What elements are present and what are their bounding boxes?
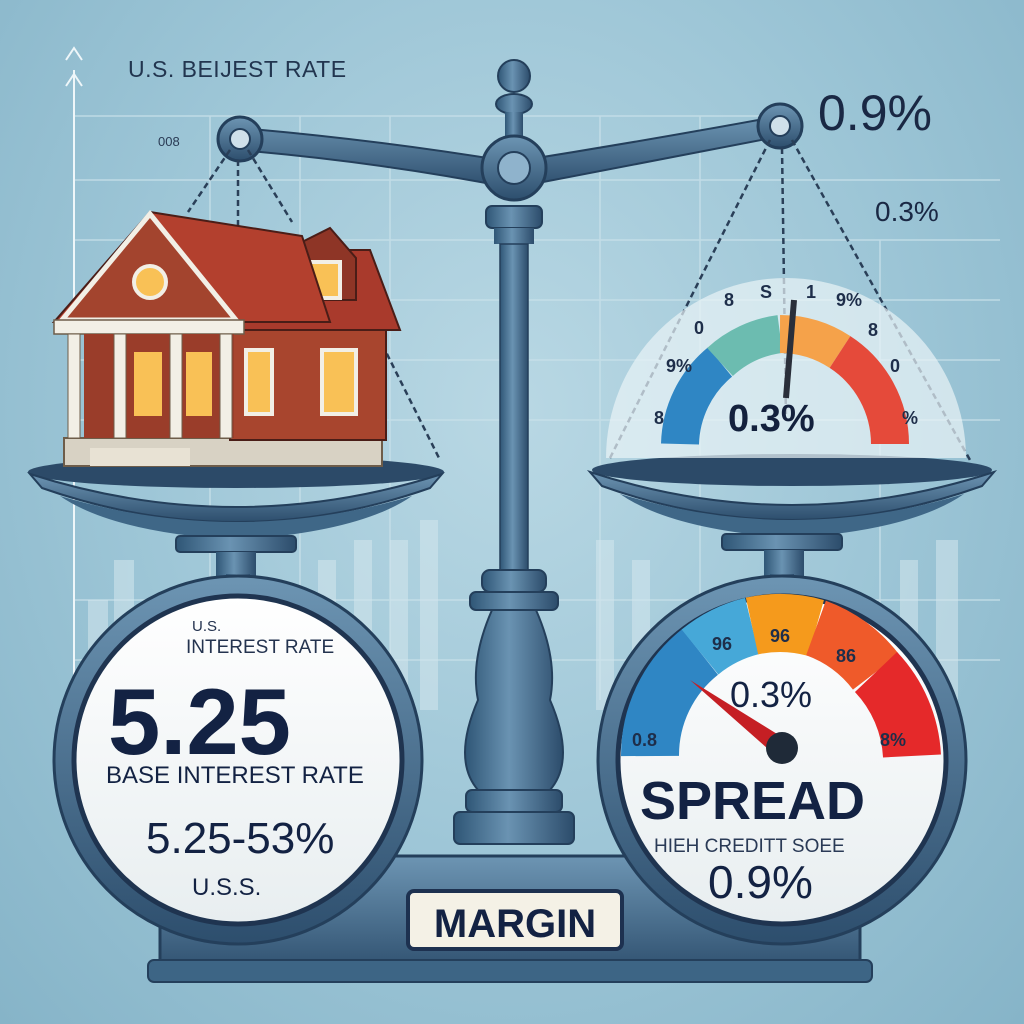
dial-left-top-label: U.S. [192,618,222,635]
pan-gauge-needle [783,299,797,399]
rate-large-label: 0.9% [818,85,932,141]
dial-left-heading: INTEREST RATE [186,637,335,658]
dial-left [52,574,424,946]
pan-gauge-tick: 1 [806,282,817,302]
pan-gauge-tick: 8 [654,408,665,428]
pan-gauge-tick: 8 [724,290,735,310]
pan-gauge-tick: 9% [666,356,693,376]
dial-right-tick: 8% [880,730,907,750]
left-pan [26,456,446,578]
dial-left-value: 5.25 [108,669,291,774]
pan-gauge-tick: 8 [868,320,879,340]
dial-right-rate: 0.9% [708,856,813,908]
dial-right-tick: 86 [836,646,857,666]
pan-gauge-tick: S [760,282,773,302]
dial-right-value: 0.3% [730,674,813,715]
dial-left-caption: BASE INTEREST RATE [106,762,364,789]
house-illustration [51,210,402,467]
axis-small-label: 008 [158,134,180,149]
right-pan [586,454,998,578]
dial-right-tick: 96 [712,634,733,654]
pan-gauge [606,278,966,458]
dial-left-footer: U.S.S. [192,874,262,901]
dial-right-title: SPREAD [640,771,866,831]
dial-right-needle-hub [766,732,798,764]
pan-gauge-tick: 0 [890,356,901,376]
chart-title: U.S. BEIJEST RATE [128,56,347,82]
rate-small-label: 0.3% [875,196,939,227]
pan-gauge-tick: % [902,408,919,428]
dial-right-tick: 96 [770,626,791,646]
scale-pillar [453,59,575,845]
pan-gauge-value: 0.3% [728,398,815,440]
dial-right-subtitle: HIEH CREDITT SOEE [654,836,845,857]
dial-right [596,574,968,946]
left-chains [186,149,442,461]
dial-right-tick: 0.8 [632,730,658,750]
pan-gauge-tick: 9% [836,290,863,310]
pan-gauge-tick: 0 [694,318,705,338]
dial-left-range: 5.25-53% [146,814,335,863]
margin-plaque: MARGIN [406,889,624,951]
